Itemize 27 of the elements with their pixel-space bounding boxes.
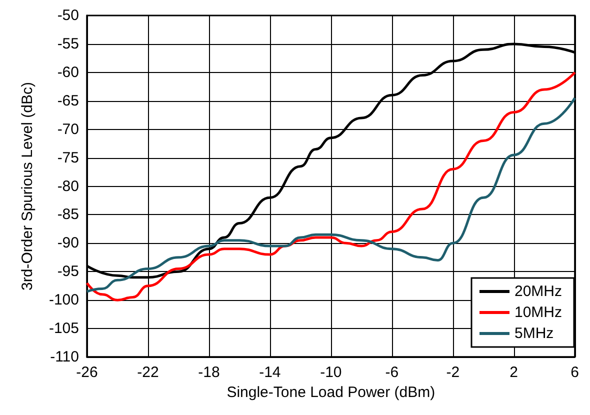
y-tick-label: -105 xyxy=(48,320,79,338)
y-tick-label: -65 xyxy=(57,92,79,110)
y-tick-label: -55 xyxy=(57,35,79,52)
x-tick-label: -14 xyxy=(259,364,281,381)
y-tick-label: -90 xyxy=(57,234,79,252)
y-tick-label: -60 xyxy=(57,64,79,81)
y-axis-title: 3rd-Order Spurious Level (dBc) xyxy=(19,82,36,290)
x-tick-label: 2 xyxy=(510,364,518,381)
legend-label: 10MHz xyxy=(514,304,562,321)
x-tick-label: -18 xyxy=(198,364,220,381)
legend-label: 5MHz xyxy=(514,325,554,342)
legend-label: 20MHz xyxy=(514,283,562,300)
x-tick-label: -2 xyxy=(446,364,460,381)
x-tick-label: -26 xyxy=(76,364,98,381)
y-tick-label: -80 xyxy=(57,178,79,195)
x-tick-label: -10 xyxy=(320,364,342,381)
y-tick-label: -110 xyxy=(50,348,79,366)
x-tick-label: -6 xyxy=(385,364,399,381)
y-tick-label: -75 xyxy=(57,149,79,166)
y-tick-label: -100 xyxy=(48,292,79,309)
y-tick-label: -50 xyxy=(57,7,79,24)
y-tick-label: -95 xyxy=(57,263,79,280)
x-axis-title: Single-Tone Load Power (dBm) xyxy=(226,384,436,401)
x-tick-label: 6 xyxy=(570,364,579,381)
x-tick-label: -22 xyxy=(137,364,159,381)
y-tick-label: -85 xyxy=(57,206,79,224)
y-tick-label: -70 xyxy=(57,120,79,138)
